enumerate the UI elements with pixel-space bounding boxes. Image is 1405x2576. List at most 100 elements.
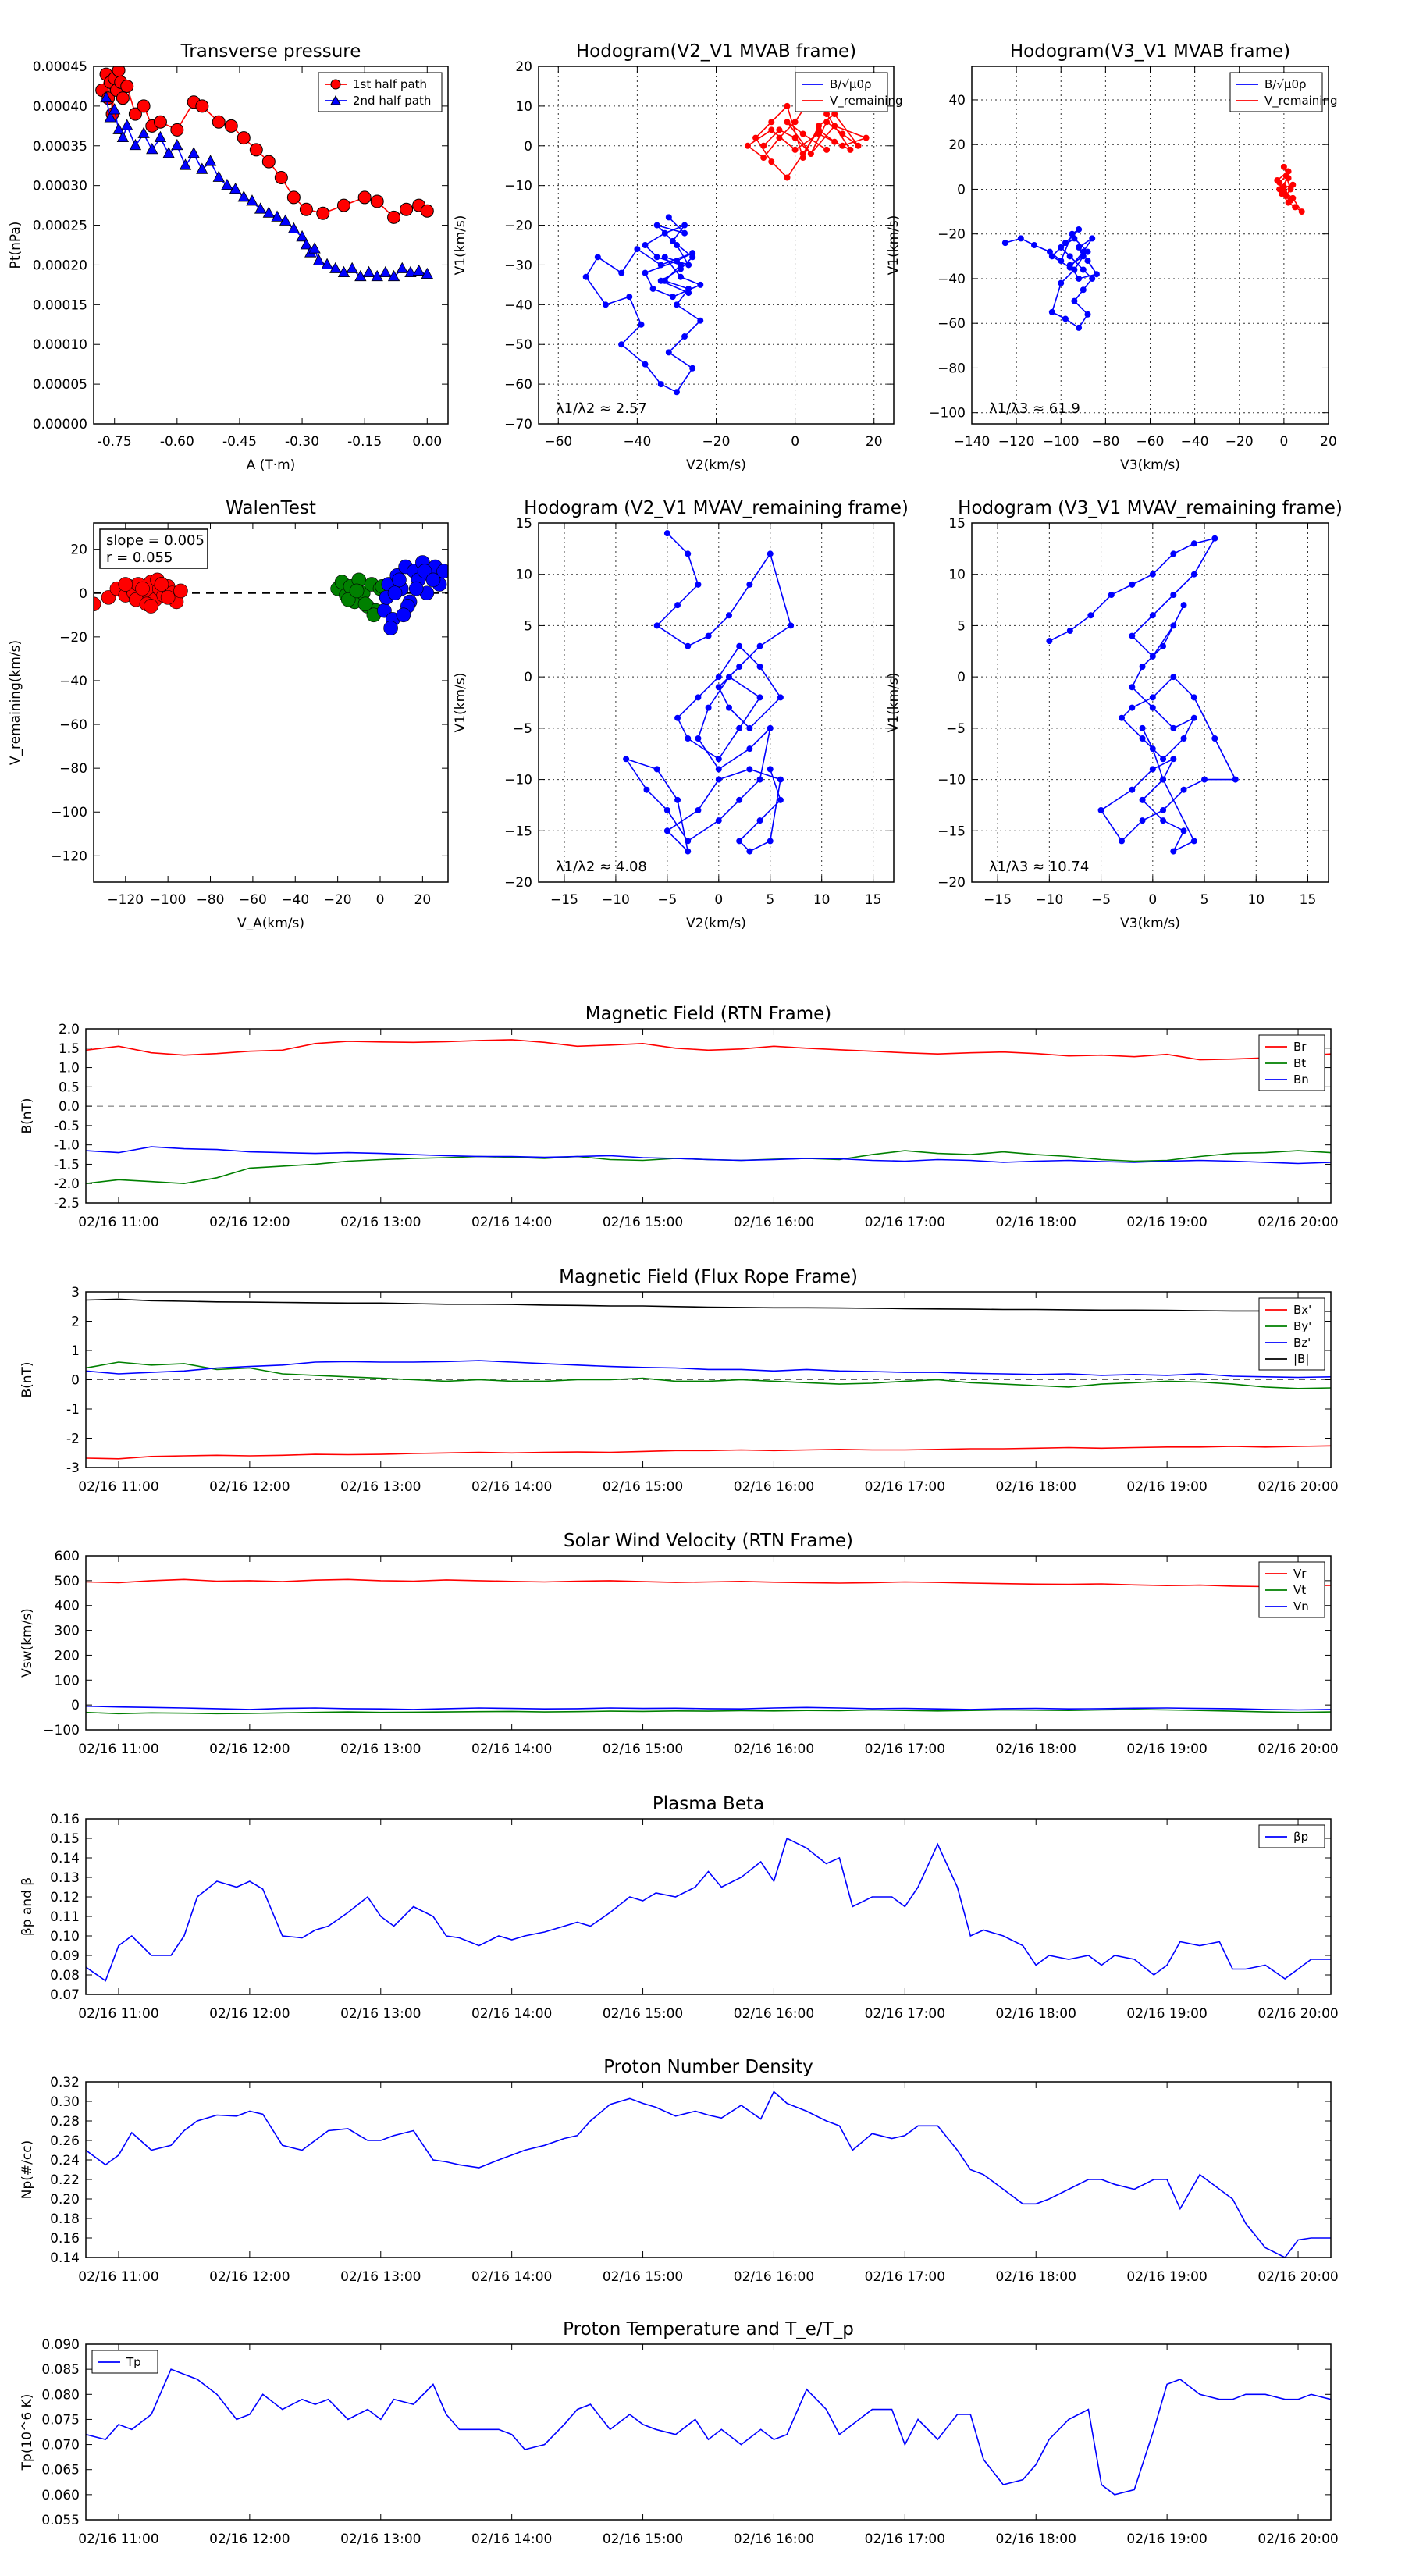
data-point — [1058, 279, 1065, 286]
plot-area — [582, 94, 870, 396]
legend-label: Bt — [1293, 1056, 1306, 1070]
x-tick-label: 02/16 18:00 — [996, 2006, 1076, 2022]
data-point — [815, 130, 822, 137]
legend: Bx' By' Bz' |B| — [1258, 1297, 1325, 1371]
data-point — [1058, 244, 1065, 251]
data-point — [224, 119, 238, 133]
data-point — [1170, 592, 1177, 598]
annotation-text: λ1/λ3 ≈ 10.74 — [989, 859, 1089, 875]
data-point — [582, 273, 589, 280]
data-point — [1149, 612, 1156, 619]
y-tick-label: 0.090 — [41, 2337, 80, 2353]
data-point — [118, 577, 133, 592]
y-tick-label: 5 — [524, 618, 532, 634]
y-tick-label: −50 — [504, 337, 532, 353]
x-tick-label: 02/16 12:00 — [209, 2006, 290, 2022]
x-tick-label: 02/16 19:00 — [1126, 2269, 1207, 2285]
y-tick-label: 0.30 — [50, 2094, 80, 2110]
y-tick-label: 0 — [71, 1698, 80, 1713]
data-point — [153, 115, 167, 129]
y-tick-label: 0.22 — [50, 2172, 80, 2188]
data-point — [1139, 796, 1146, 803]
y-tick-label: 0.11 — [50, 1909, 80, 1925]
data-point — [421, 267, 433, 279]
x-tick-label: −140 — [954, 434, 991, 450]
data-point — [279, 214, 292, 226]
data-point — [661, 254, 668, 261]
y-tick-label: 400 — [55, 1599, 80, 1614]
x-tick-label: 02/16 20:00 — [1257, 1215, 1338, 1230]
x-tick-label: 02/16 16:00 — [734, 1479, 814, 1495]
chart-title: Plasma Beta — [653, 1794, 764, 1814]
data-point — [661, 229, 668, 237]
data-point — [346, 262, 358, 273]
y-tick-label: 0.00040 — [33, 99, 87, 115]
data-point — [736, 796, 743, 803]
x-tick-label: −5 — [1091, 892, 1111, 908]
data-point — [695, 735, 702, 742]
x-tick-label: −100 — [150, 892, 187, 908]
legend-label: By' — [1293, 1319, 1311, 1333]
plot-area — [86, 1298, 1331, 1460]
data-point — [229, 182, 242, 194]
y-tick-label: 0.12 — [50, 1890, 80, 1905]
data-point — [1170, 724, 1177, 731]
data-point — [321, 258, 333, 269]
data-point — [204, 155, 217, 166]
data-point — [436, 564, 448, 579]
x-tick-label: −40 — [1181, 434, 1209, 450]
data-point — [823, 119, 831, 126]
y-tick-label: −5 — [513, 721, 532, 737]
y-axis-label: Tp(10^6 K) — [20, 2394, 35, 2471]
data-point — [674, 796, 681, 803]
chart-title: Proton Temperature and T_e/T_p — [563, 2319, 854, 2339]
data-point — [744, 142, 751, 149]
data-point — [1076, 324, 1083, 331]
x-tick-label: 02/16 13:00 — [340, 1742, 421, 1757]
legend-marker — [330, 79, 341, 90]
data-point — [337, 265, 350, 278]
series-line--p — [86, 1837, 1331, 1982]
y-tick-label: -1 — [66, 1402, 80, 1418]
data-point — [784, 174, 791, 181]
data-point — [1089, 235, 1096, 242]
data-point — [1170, 756, 1177, 763]
data-point — [685, 262, 692, 269]
legend-box — [795, 72, 888, 112]
data-point — [653, 766, 660, 773]
series-line-vt — [86, 1709, 1331, 1715]
data-point — [791, 134, 799, 141]
chart-walen: −120 −100 −80 −60 −40 −20 0 20 −120 −100 −80 −60 −40… — [8, 498, 449, 931]
x-tick-label: 0 — [1148, 892, 1157, 908]
y-tick-label: 40 — [948, 93, 966, 109]
data-point — [768, 119, 775, 126]
y-tick-label: −10 — [504, 179, 532, 194]
chart-np: 02/16 11:00 02/16 12:00 02/16 13:00 02/16 1… — [20, 2057, 1339, 2285]
data-point — [697, 317, 704, 324]
chart-title: Hodogram (V2_V1 MVAV_remaining frame) — [524, 498, 909, 518]
data-point — [1129, 704, 1136, 711]
x-tick-label: 02/16 12:00 — [209, 2269, 290, 2285]
data-point — [1017, 235, 1024, 242]
data-point — [767, 766, 774, 773]
y-tick-label: 600 — [55, 1549, 80, 1564]
data-point — [685, 550, 692, 557]
data-point — [412, 264, 425, 276]
y-tick-label: −70 — [504, 417, 532, 432]
x-tick-label: 02/16 14:00 — [471, 2532, 552, 2547]
data-point — [831, 111, 838, 118]
y-tick-label: 0.00005 — [33, 377, 87, 393]
y-tick-label: −30 — [504, 258, 532, 273]
data-point — [1119, 714, 1126, 721]
y-tick-label: 20 — [948, 137, 966, 153]
x-tick-label: 02/16 15:00 — [603, 1742, 683, 1757]
data-point — [1170, 622, 1177, 629]
y-axis-label: Np(#/cc) — [20, 2140, 35, 2199]
x-tick-label: -0.75 — [98, 434, 132, 450]
y-tick-label: 0.085 — [41, 2362, 80, 2378]
data-point — [196, 162, 208, 174]
data-point — [1160, 807, 1167, 813]
x-tick-label: 02/16 18:00 — [996, 1215, 1076, 1230]
x-tick-label: 02/16 15:00 — [603, 2269, 683, 2285]
data-point — [665, 349, 672, 356]
